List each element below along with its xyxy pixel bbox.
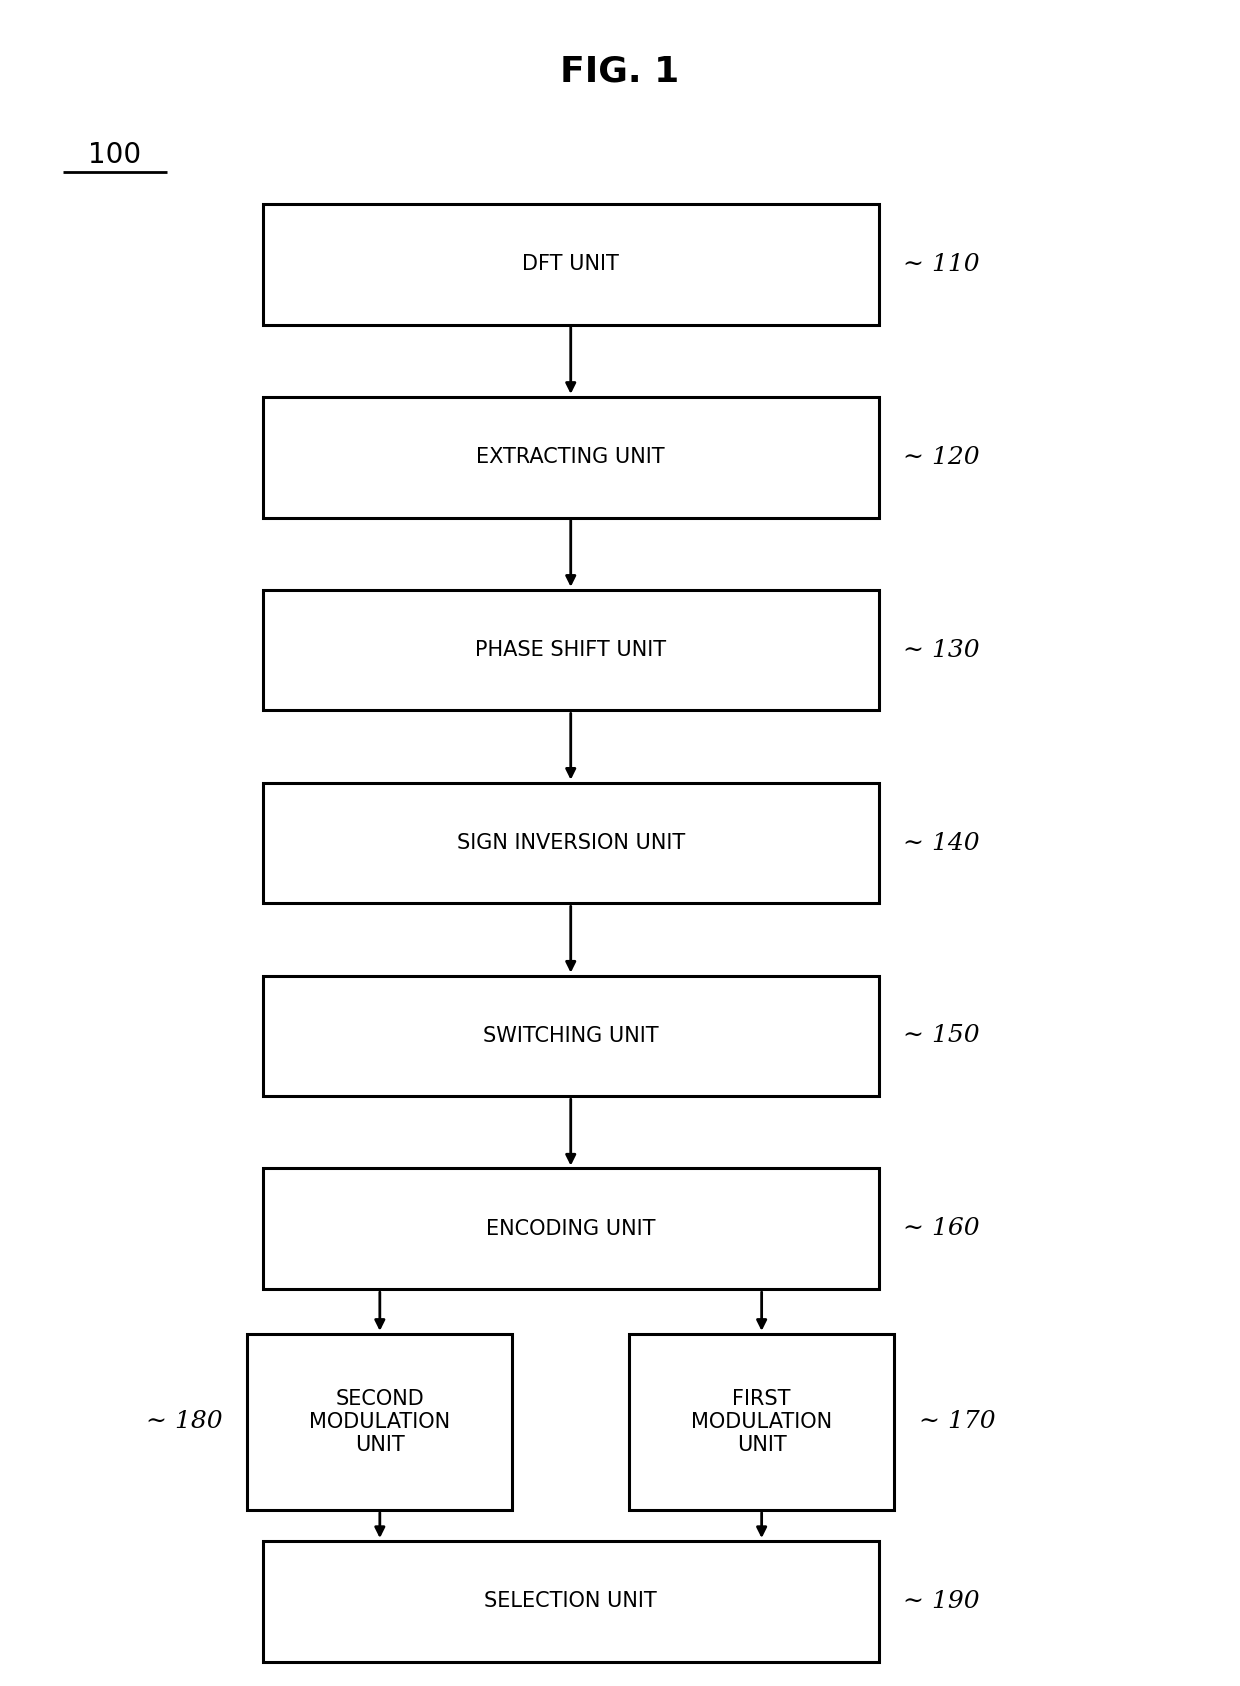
Bar [263,396,879,518]
Text: FIG. 1: FIG. 1 [560,54,680,88]
Text: ∼ 140: ∼ 140 [903,831,980,855]
Text: EXTRACTING UNIT: EXTRACTING UNIT [476,447,665,467]
Bar [263,1168,879,1290]
Bar [263,976,879,1096]
Text: ENCODING UNIT: ENCODING UNIT [486,1219,656,1239]
Text: ∼ 170: ∼ 170 [919,1409,996,1433]
Bar [248,1334,512,1511]
Bar [263,782,879,904]
Text: ∼ 180: ∼ 180 [146,1409,223,1433]
Text: DFT UNIT: DFT UNIT [522,255,619,275]
Text: 100: 100 [88,142,141,169]
Text: ∼ 160: ∼ 160 [903,1217,980,1241]
Text: ∼ 190: ∼ 190 [903,1590,980,1614]
Bar [629,1334,894,1511]
Text: ∼ 120: ∼ 120 [903,445,980,469]
Text: FIRST
MODULATION
UNIT: FIRST MODULATION UNIT [691,1389,832,1455]
Text: SELECTION UNIT: SELECTION UNIT [485,1592,657,1612]
Text: PHASE SHIFT UNIT: PHASE SHIFT UNIT [475,641,666,659]
Text: SIGN INVERSION UNIT: SIGN INVERSION UNIT [456,833,684,853]
Text: SECOND
MODULATION
UNIT: SECOND MODULATION UNIT [309,1389,450,1455]
Bar [263,1541,879,1662]
Bar [263,590,879,710]
Text: ∼ 150: ∼ 150 [903,1025,980,1047]
Text: ∼ 130: ∼ 130 [903,639,980,661]
Text: SWITCHING UNIT: SWITCHING UNIT [482,1027,658,1045]
Bar [263,204,879,325]
Text: ∼ 110: ∼ 110 [903,253,980,277]
